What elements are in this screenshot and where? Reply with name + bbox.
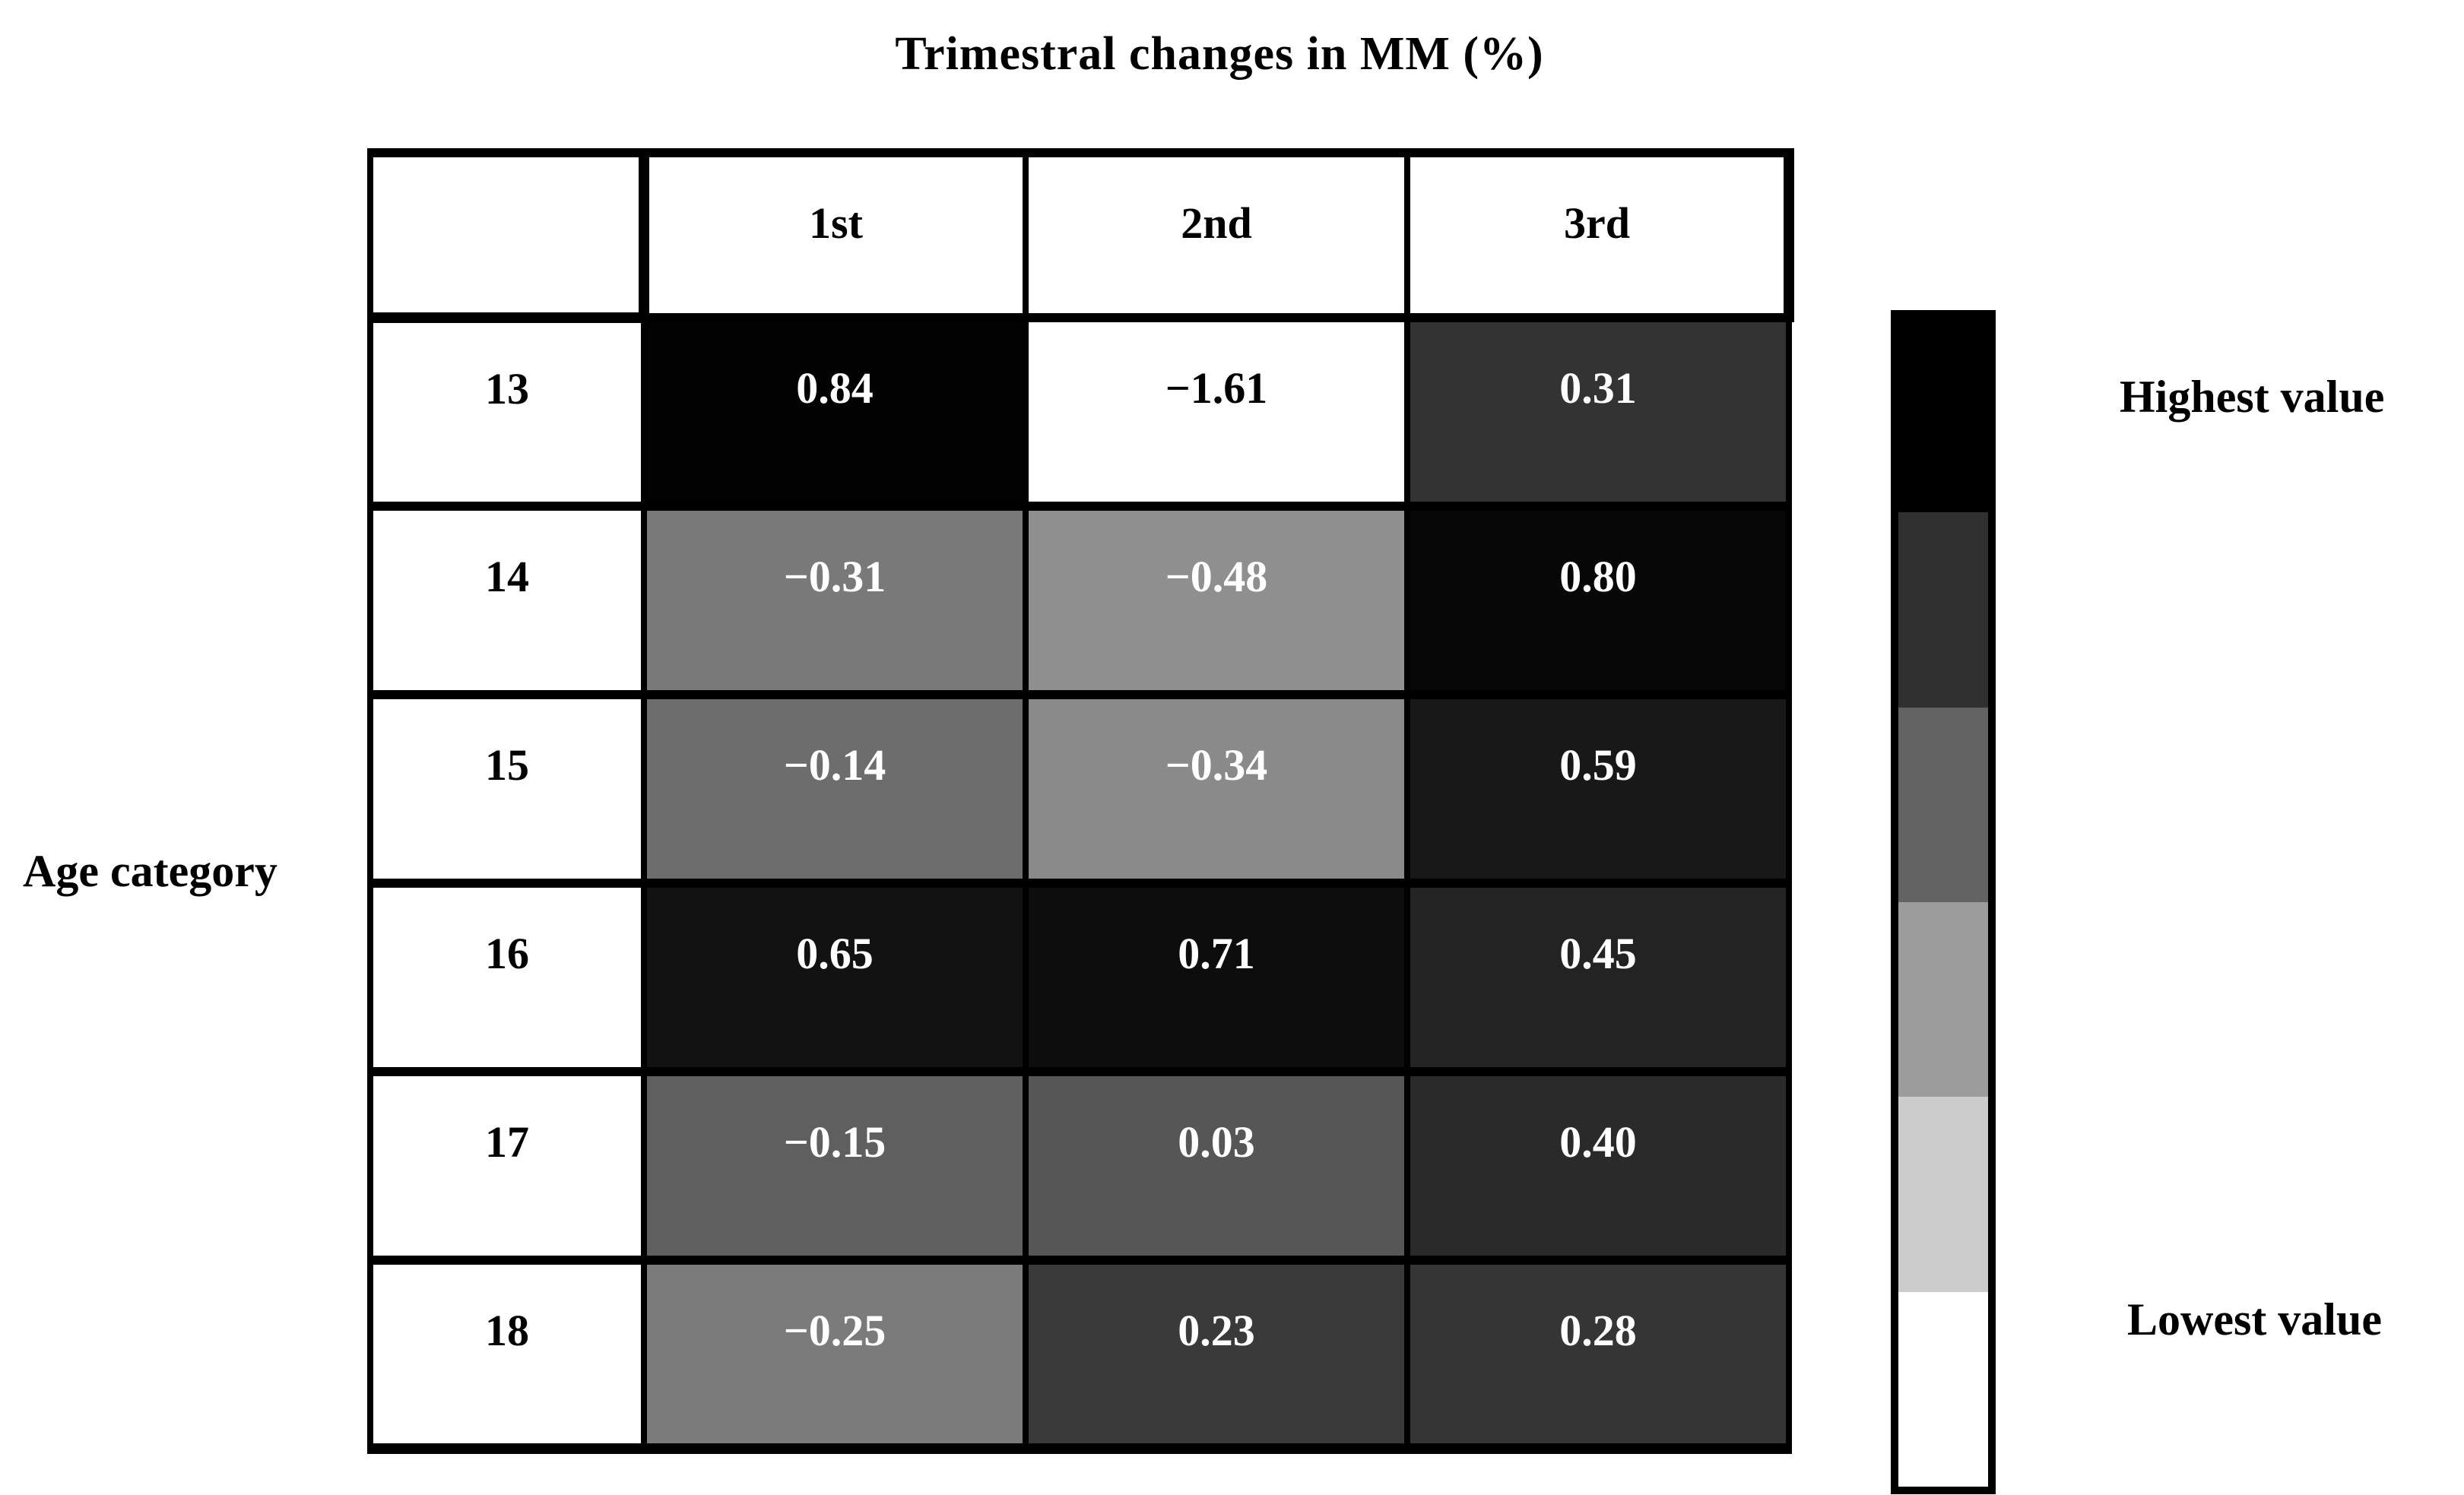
legend-band-1 (1898, 318, 1988, 513)
legend-band-6 (1898, 1291, 1988, 1487)
table-row-age-14: 14 −0.31 −0.48 0.80 (367, 502, 1792, 699)
table-row-age-13: 13 0.84 −1.61 0.31 (367, 312, 1792, 511)
legend-band-5 (1898, 1097, 1988, 1292)
row-header-17: 17 (367, 1067, 647, 1265)
legend-colorbar (1891, 310, 1996, 1494)
column-header-2nd: 2nd (1023, 148, 1410, 322)
heatmap-cell-15-1st: −0.14 (641, 690, 1029, 888)
y-axis-label: Age category (23, 846, 277, 896)
chart-title: Trimestral changes in MM (%) (895, 28, 1544, 80)
heatmap-cell-14-2nd: −0.48 (1023, 502, 1410, 699)
heatmap-cell-13-1st: 0.84 (641, 313, 1029, 511)
legend-label-lowest: Lowest value (2127, 1294, 2382, 1345)
table-row-age-16: 16 0.65 0.71 0.45 (367, 879, 1792, 1076)
heatmap-cell-14-1st: −0.31 (641, 502, 1029, 699)
heatmap-cell-17-1st: −0.15 (641, 1067, 1029, 1265)
column-header-3rd: 3rd (1404, 148, 1794, 322)
legend-band-3 (1898, 707, 1988, 902)
heatmap-cell-17-3rd: 0.40 (1404, 1067, 1792, 1265)
row-header-13: 13 (367, 312, 647, 511)
heatmap-cell-17-2nd: 0.03 (1023, 1067, 1410, 1265)
heatmap-cell-14-3rd: 0.80 (1404, 502, 1792, 699)
legend-label-highest: Highest value (2120, 372, 2385, 422)
heatmap-cell-15-3rd: 0.59 (1404, 690, 1792, 888)
heatmap-cell-18-3rd: 0.28 (1404, 1256, 1792, 1454)
row-header-15: 15 (367, 690, 647, 888)
column-header-1st: 1st (639, 148, 1029, 322)
row-header-14: 14 (367, 502, 647, 699)
heatmap-cell-16-3rd: 0.45 (1404, 879, 1792, 1076)
legend-band-2 (1898, 512, 1988, 708)
heatmap-cell-13-3rd: 0.31 (1404, 313, 1792, 511)
heatmap-cell-16-1st: 0.65 (641, 879, 1029, 1076)
heatmap-cell-13-2nd: −1.61 (1023, 313, 1410, 511)
heatmap-table: 1st 2nd 3rd 13 0.84 −1.61 0.31 14 −0.31 … (367, 148, 1794, 1454)
heatmap-cell-18-2nd: 0.23 (1023, 1256, 1410, 1454)
heatmap-cell-15-2nd: −0.34 (1023, 690, 1410, 888)
corner-spacer (367, 148, 647, 322)
row-header-16: 16 (367, 879, 647, 1076)
table-row-age-15: 15 −0.14 −0.34 0.59 (367, 690, 1792, 888)
heatmap-cell-16-2nd: 0.71 (1023, 879, 1410, 1076)
legend-band-4 (1898, 901, 1988, 1097)
row-header-18: 18 (367, 1256, 647, 1454)
heatmap-cell-18-1st: −0.25 (641, 1256, 1029, 1454)
table-row-age-17: 17 −0.15 0.03 0.40 (367, 1067, 1792, 1265)
table-row-age-18: 18 −0.25 0.23 0.28 (367, 1256, 1792, 1454)
header-row: 1st 2nd 3rd (367, 148, 1794, 322)
